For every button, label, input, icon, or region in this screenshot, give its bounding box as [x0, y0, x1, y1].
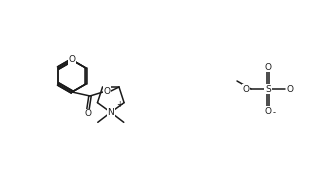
Text: O: O	[264, 107, 272, 115]
Text: N: N	[107, 108, 114, 117]
Text: O: O	[104, 87, 111, 95]
Text: O: O	[84, 109, 91, 119]
Text: O: O	[286, 84, 294, 94]
Text: O: O	[242, 84, 250, 94]
Text: S: S	[265, 84, 271, 94]
Text: -: -	[273, 109, 276, 117]
Text: O: O	[68, 56, 75, 64]
Text: O: O	[264, 62, 272, 71]
Text: +: +	[116, 100, 122, 109]
